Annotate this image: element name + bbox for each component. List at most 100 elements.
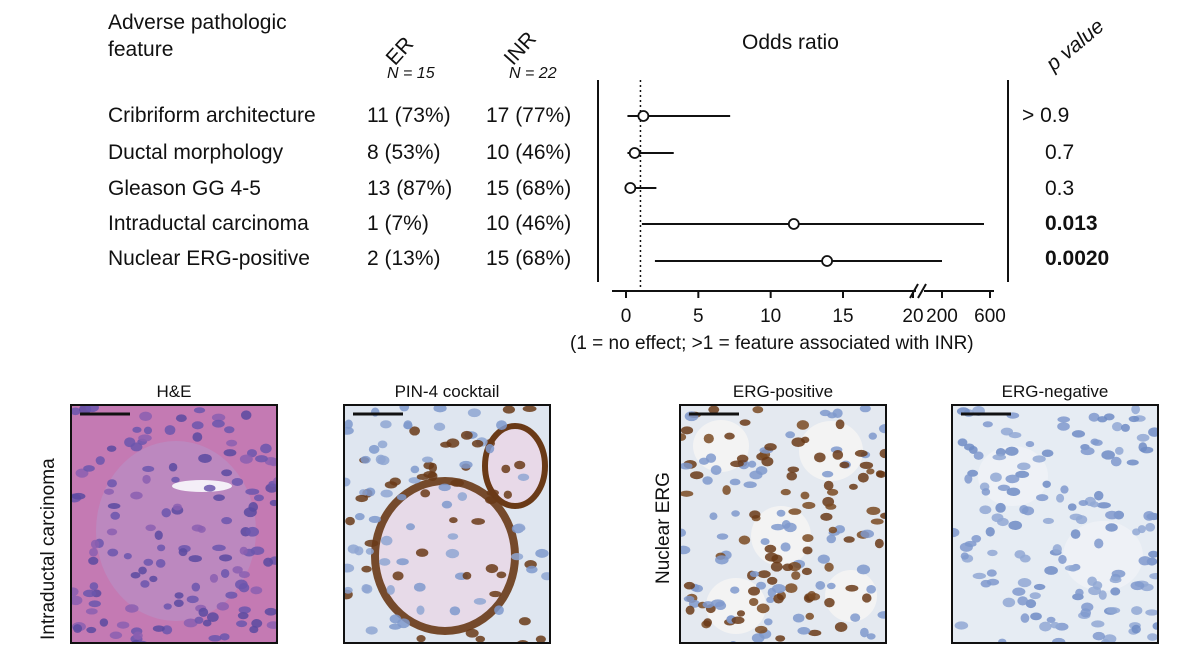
- cell-nucleus: [403, 421, 413, 430]
- row-p-value: > 0.9: [1022, 104, 1070, 127]
- cell-nucleus: [964, 540, 977, 548]
- row-p-value: 0.7: [1045, 141, 1075, 164]
- cell-nucleus: [861, 593, 872, 603]
- cell-nucleus: [1015, 470, 1030, 479]
- cell-nucleus: [1030, 612, 1042, 621]
- row-inr-value: 15 (68%): [486, 247, 572, 270]
- cell-nucleus: [465, 628, 479, 638]
- cell-nucleus: [1110, 456, 1122, 467]
- cell-nucleus: [788, 508, 802, 515]
- cell-nucleus: [85, 406, 99, 413]
- axis-break-mark: [917, 283, 927, 299]
- cell-nucleus: [957, 438, 968, 447]
- cell-nucleus: [354, 513, 365, 521]
- cell-nucleus: [1115, 446, 1124, 455]
- row-inr-value: 15 (68%): [486, 177, 572, 200]
- cell-nucleus: [459, 460, 473, 469]
- cell-nucleus: [449, 606, 461, 616]
- cell-nucleus: [194, 616, 204, 624]
- cell-nucleus: [685, 605, 695, 615]
- cell-nucleus: [1064, 565, 1079, 572]
- cell-nucleus: [240, 410, 252, 420]
- cell-nucleus: [1081, 602, 1094, 612]
- cell-nucleus: [172, 503, 183, 511]
- cell-nucleus: [123, 552, 132, 560]
- cell-nucleus: [193, 407, 206, 414]
- cell-nucleus: [780, 488, 791, 496]
- cell-nucleus: [130, 571, 141, 579]
- cell-nucleus: [857, 472, 869, 483]
- cell-nucleus: [238, 606, 251, 614]
- cell-nucleus: [198, 453, 212, 463]
- cell-nucleus: [88, 556, 99, 565]
- cell-nucleus: [850, 613, 861, 622]
- row-feature: Cribriform architecture: [108, 104, 316, 127]
- cell-nucleus: [253, 494, 264, 502]
- cell-nucleus: [220, 568, 230, 578]
- cell-nucleus: [375, 454, 386, 465]
- cell-nucleus: [1131, 606, 1143, 615]
- cell-nucleus: [826, 488, 839, 496]
- cell-nucleus: [854, 449, 868, 457]
- cell-nucleus: [89, 548, 98, 557]
- cell-nucleus: [473, 597, 487, 605]
- cell-nucleus: [255, 455, 268, 463]
- cell-nucleus: [1130, 581, 1145, 591]
- cell-nucleus: [748, 586, 760, 596]
- cell-nucleus: [526, 565, 538, 574]
- cell-nucleus: [1042, 517, 1055, 525]
- cell-nucleus: [1132, 528, 1141, 536]
- cell-nucleus: [760, 538, 770, 545]
- cell-nucleus: [494, 605, 504, 615]
- cell-nucleus: [755, 466, 768, 475]
- cell-nucleus: [208, 634, 222, 642]
- cell-nucleus: [1140, 446, 1154, 454]
- cell-nucleus: [191, 524, 204, 532]
- cell-nucleus: [845, 584, 859, 592]
- cell-nucleus: [273, 477, 276, 484]
- cell-nucleus: [775, 635, 786, 642]
- pin4-image: [343, 404, 551, 644]
- cell-nucleus: [1057, 422, 1070, 431]
- cell-nucleus: [345, 586, 353, 594]
- cell-nucleus: [157, 544, 166, 552]
- cell-nucleus: [142, 474, 151, 484]
- cell-nucleus: [997, 484, 1011, 491]
- cell-nucleus: [805, 612, 815, 620]
- cell-nucleus: [785, 431, 796, 439]
- cell-nucleus: [107, 548, 119, 557]
- cell-nucleus: [1070, 529, 1081, 539]
- cell-nucleus: [756, 603, 770, 614]
- cell-nucleus: [821, 470, 834, 478]
- cell-nucleus: [1052, 637, 1066, 642]
- cell-nucleus: [973, 451, 984, 460]
- cell-nucleus: [449, 517, 458, 524]
- cell-nucleus: [188, 555, 202, 563]
- cell-nucleus: [1143, 510, 1155, 521]
- cell-nucleus: [985, 526, 995, 537]
- cell-nucleus: [879, 448, 885, 459]
- cell-nucleus: [820, 512, 833, 521]
- cell-nucleus: [880, 512, 885, 520]
- cell-nucleus: [817, 554, 830, 564]
- cell-nucleus: [345, 516, 355, 526]
- cell-nucleus: [1044, 566, 1058, 575]
- erg-neg-title: ERG-negative: [1001, 382, 1109, 401]
- cell-nucleus: [522, 406, 537, 412]
- cell-nucleus: [1088, 412, 1100, 422]
- x-tick-label: 10: [760, 306, 781, 327]
- cell-nucleus: [981, 488, 991, 496]
- cell-nucleus: [405, 523, 416, 531]
- cell-nucleus: [802, 534, 814, 543]
- cell-nucleus: [791, 437, 805, 448]
- cell-nucleus: [510, 553, 524, 561]
- inr-header: INR: [499, 27, 541, 70]
- cell-nucleus: [174, 592, 184, 599]
- cell-nucleus: [140, 580, 150, 588]
- cell-nucleus: [161, 508, 172, 518]
- cell-nucleus: [1032, 455, 1046, 463]
- cell-nucleus: [95, 456, 105, 465]
- cell-nucleus: [807, 590, 816, 598]
- cell-nucleus: [221, 469, 233, 477]
- cell-nucleus: [748, 460, 757, 468]
